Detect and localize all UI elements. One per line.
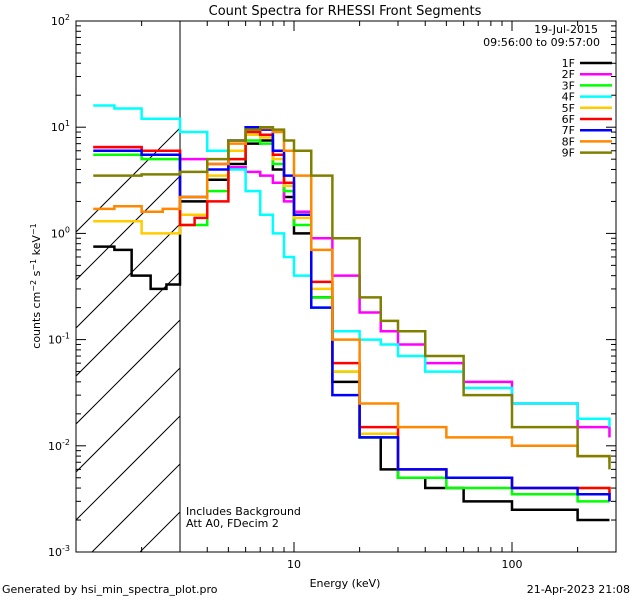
plot-frame	[75, 20, 617, 553]
legend-label-1f: 1F	[562, 57, 575, 70]
x-tick-label: 10	[287, 558, 301, 571]
legend-label-7f: 7F	[562, 124, 575, 137]
legend-label-6f: 6F	[562, 113, 575, 126]
legend-label-9f: 9F	[562, 147, 575, 160]
series-9f	[93, 125, 611, 470]
x-tick-label: 100	[501, 558, 522, 571]
y-tick-label: 10-3	[48, 544, 70, 559]
legend-label-5f: 5F	[562, 102, 575, 115]
legend-label-4f: 4F	[562, 91, 575, 104]
axis-ticks: 10 100 10-3 10-2 10-1 100 101 102	[48, 13, 617, 571]
x-axis-label: Energy (keV)	[310, 577, 381, 590]
y-tick-label: 100	[51, 225, 70, 240]
y-tick-label: 102	[51, 13, 70, 28]
annotation-attenuator: Att A0, FDecim 2	[186, 517, 279, 530]
legend-label-2f: 2F	[562, 68, 575, 81]
time-range-label: 09:56:00 to 09:57:00	[483, 36, 600, 49]
y-tick-label: 101	[51, 119, 70, 134]
generator-credit: Generated by hsi_min_spectra_plot.pro	[2, 583, 218, 596]
legend-label-3f: 3F	[562, 79, 575, 92]
y-tick-label: 10-2	[48, 438, 70, 453]
generated-timestamp: 21-Apr-2023 21:08	[526, 583, 630, 596]
hatched-region	[76, 21, 616, 552]
axes-box	[75, 20, 617, 553]
date-label: 19-Jul-2015	[534, 23, 598, 36]
y-axis-label: counts cm−2 s−1 keV−1	[29, 223, 44, 348]
annotation-background: Includes Background	[186, 505, 301, 518]
series-layer	[93, 104, 611, 522]
y-tick-label: 10-1	[48, 332, 70, 347]
legend-label-8f: 8F	[562, 135, 575, 148]
chart-title: Count Spectra for RHESSI Front Segments	[209, 4, 482, 19]
